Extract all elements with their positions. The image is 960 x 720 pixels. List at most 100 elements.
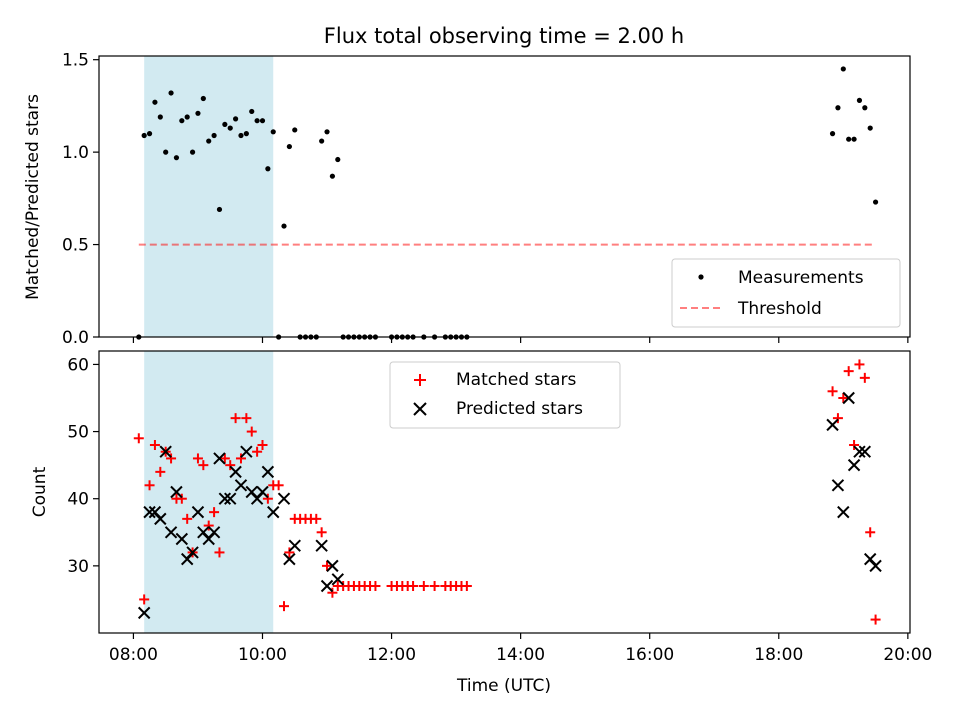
predicted-star-point — [853, 445, 866, 458]
matched-star-point — [311, 513, 322, 524]
matched-star-point — [327, 587, 338, 598]
matched-star-point — [854, 359, 865, 370]
predicted-star-point — [826, 418, 839, 432]
bottom-legend-box — [389, 361, 621, 429]
matched-star-point — [241, 413, 252, 424]
matched-star-point — [284, 547, 295, 558]
measurement-point — [168, 90, 174, 96]
matched-star-point — [865, 527, 876, 538]
predicted-star-point — [154, 512, 167, 526]
predicted-star-point — [224, 492, 237, 505]
matched-star-point — [849, 440, 860, 450]
predicted-star-point — [137, 606, 151, 620]
matched-star-point — [203, 520, 214, 531]
top-y-tick-label: 0.0 — [62, 328, 89, 348]
measurement-point — [146, 131, 153, 137]
predicted-star-point — [186, 546, 199, 559]
measurement-point — [329, 173, 336, 179]
predicted-star-point — [847, 458, 861, 472]
measurement-point — [867, 125, 873, 131]
matched-star-point — [225, 460, 236, 471]
predicted-star-point — [191, 505, 205, 519]
measurement-point — [141, 132, 147, 139]
bottom-y-tick-label: 30 — [67, 557, 89, 577]
measurement-point — [163, 149, 169, 155]
x-axis-label: Time (UTC) — [456, 676, 551, 696]
matched-star-point — [198, 460, 209, 471]
predicted-star-point — [240, 445, 253, 458]
predicted-star-point — [277, 492, 291, 505]
measurement-point — [179, 118, 185, 124]
predicted-star-point — [229, 465, 242, 479]
predicted-star-point — [261, 465, 275, 479]
x-tick-label: 18:00 — [754, 645, 803, 665]
legend-matched-marker — [414, 374, 426, 386]
predicted-star-point — [837, 505, 850, 519]
bottom-shaded-span — [144, 351, 274, 633]
predicted-star-point — [283, 552, 296, 566]
predicted-star-point — [170, 485, 183, 499]
matched-star-point — [316, 527, 327, 538]
matched-star-point — [214, 547, 225, 558]
legend-predicted-marker — [413, 402, 427, 416]
measurement-point — [211, 132, 217, 139]
x-tick-label: 14:00 — [496, 645, 545, 665]
matched-star-point — [182, 513, 193, 524]
x-tick-label: 16:00 — [625, 645, 674, 665]
measurement-point — [319, 138, 325, 144]
matched-star-point — [408, 581, 419, 591]
legend-measurements-label: Measurements — [738, 268, 864, 288]
x-tick-label: 08:00 — [109, 645, 158, 665]
x-tick-label: 20:00 — [883, 645, 932, 665]
legend-predicted-label: Predicted stars — [456, 399, 583, 419]
predicted-star-point — [858, 445, 872, 458]
bottom-legend: Matched stars Predicted stars — [389, 361, 621, 429]
predicted-star-point — [218, 492, 232, 505]
measurement-point — [206, 138, 212, 144]
matched-star-point — [279, 601, 290, 612]
matched-star-point — [192, 453, 203, 464]
bottom-y-tick-label: 60 — [67, 355, 89, 375]
predicted-star-point — [213, 452, 226, 465]
matched-star-point — [219, 453, 230, 464]
matched-star-point — [832, 413, 843, 424]
predicted-star-point — [288, 539, 301, 552]
matched-star-point — [838, 393, 849, 403]
measurement-point — [840, 66, 846, 72]
x-tick-label: 10:00 — [238, 645, 287, 665]
top-y-tick-label: 1.5 — [62, 51, 89, 71]
top-y-tick-label: 1.0 — [62, 143, 89, 163]
measurement-point — [324, 129, 330, 135]
predicted-star-point — [326, 559, 339, 573]
measurement-point — [335, 156, 341, 163]
measurement-point — [856, 97, 863, 103]
matched-star-point — [257, 440, 268, 450]
measurement-point — [292, 127, 298, 133]
matched-star-point — [252, 446, 263, 457]
legend-threshold-label: Threshold — [737, 299, 822, 319]
measurement-point — [286, 143, 292, 150]
measurement-point — [173, 155, 180, 161]
measurement-point — [233, 116, 239, 122]
predicted-star-point — [234, 479, 248, 492]
predicted-star-point — [256, 485, 269, 499]
x-tick-label: 12:00 — [367, 645, 416, 665]
matched-star-point — [166, 453, 177, 464]
matched-star-point — [139, 594, 150, 605]
legend-matched-label: Matched stars — [456, 370, 576, 390]
legend-measurements-marker — [698, 274, 704, 280]
matched-star-point — [133, 433, 144, 444]
predicted-star-point — [320, 579, 334, 593]
predicted-star-point — [331, 573, 344, 586]
top-plot-frame — [98, 55, 911, 338]
matched-star-point — [262, 493, 273, 504]
measurement-point — [195, 110, 201, 116]
matched-star-point — [235, 453, 246, 464]
matched-star-point — [870, 614, 881, 625]
measurement-point — [200, 95, 206, 102]
matched-star-point — [843, 366, 854, 377]
measurement-point — [835, 105, 841, 111]
predicted-star-point — [869, 559, 882, 573]
measurement-point — [846, 136, 852, 142]
